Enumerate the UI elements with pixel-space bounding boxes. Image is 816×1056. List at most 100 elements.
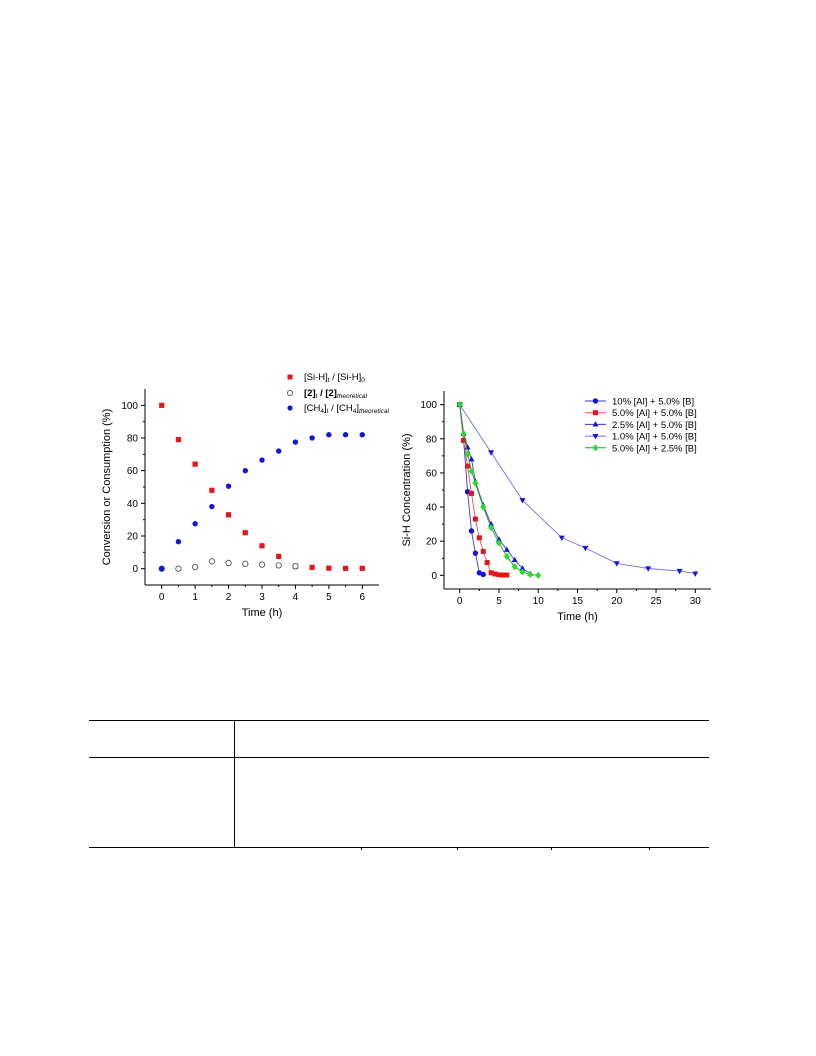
data-point	[465, 463, 471, 469]
legend-label: 2.5% [Al] + 5.0% [B]	[612, 420, 697, 431]
chart-sih-concentration-vs-time: 0 5 10 15 20 25 30 0 20 40 60 80 100 Time (h) Si-H Con…	[401, 391, 711, 623]
data-point	[645, 566, 652, 572]
data-point	[259, 543, 265, 549]
legend: 10% [Al] + 5.0% [B]5.0% [Al] + 5.0% [B]2…	[585, 397, 697, 454]
data-point	[159, 402, 165, 408]
legend-label-part: 4	[353, 408, 357, 415]
y-tick-label: 20	[426, 537, 438, 548]
data-point	[192, 461, 198, 467]
data-point	[500, 572, 506, 578]
legend-marker	[286, 389, 294, 397]
x-tick-label: 10	[533, 596, 545, 607]
x-tick-label: 25	[650, 596, 662, 607]
legend-marker	[592, 398, 599, 404]
data-point	[225, 559, 232, 567]
y-tick-label: 100	[420, 400, 437, 411]
legend-label-part: [CH	[304, 403, 321, 414]
data-point	[480, 571, 486, 578]
data-point	[242, 560, 249, 567]
x-axis-label: Time (h)	[557, 611, 598, 623]
y-tick-label: 20	[127, 532, 139, 543]
x-tick-label: 3	[259, 592, 265, 603]
y-axis-label: Conversion or Consumption (%)	[101, 409, 113, 566]
y-axis-label: Si-H Concentration (%)	[401, 433, 413, 546]
data-point	[511, 563, 518, 571]
data-point	[503, 546, 510, 552]
data-point	[558, 535, 565, 542]
legend-label-part: theoretical	[359, 408, 390, 415]
data-point	[464, 489, 471, 495]
data-series	[457, 402, 510, 578]
x-tick-label: 1	[192, 592, 198, 603]
data-series	[159, 402, 365, 571]
table-column-stub	[649, 847, 650, 850]
y-tick-label: 40	[127, 499, 139, 510]
data-point	[326, 565, 332, 571]
data-point	[468, 528, 475, 534]
data-point	[359, 432, 365, 438]
data-point	[309, 564, 315, 570]
data-point	[276, 553, 282, 560]
data-point	[225, 512, 232, 518]
legend-label-part: t	[328, 377, 330, 384]
y-tick-label: 60	[127, 466, 139, 477]
table-bottom-rule	[89, 847, 709, 848]
legend-label: [Si-H]t / [Si-H]0	[304, 372, 365, 384]
data-point	[259, 457, 265, 463]
data-point	[359, 565, 365, 571]
data-point	[326, 432, 332, 438]
x-tick-label: 5	[496, 596, 502, 607]
data-point	[511, 556, 518, 563]
legend-label-part: theoretical	[337, 393, 368, 400]
data-point	[676, 568, 683, 575]
legend-label: [CH4]t / [CH4]theoretical	[304, 403, 390, 415]
data-point	[488, 524, 495, 532]
data-point	[292, 439, 299, 445]
table-header-rule	[89, 757, 709, 758]
data-series	[456, 401, 534, 576]
y-tick-label: 40	[426, 503, 438, 514]
data-point	[492, 571, 498, 577]
data-point	[692, 571, 699, 577]
data-point	[480, 503, 487, 511]
data-point	[519, 498, 526, 504]
data-point	[472, 516, 478, 522]
table-column-stub	[457, 847, 458, 850]
y-tick-label: 0	[431, 571, 437, 582]
y-tick-label: 80	[426, 434, 438, 445]
data-point	[535, 571, 542, 579]
legend-label-part: ]	[356, 403, 359, 414]
x-tick-label: 6	[360, 592, 366, 603]
data-point	[456, 401, 463, 409]
x-tick-label: 5	[326, 592, 332, 603]
data-point	[342, 432, 349, 438]
legend-label: 1.0% [Al] + 5.0% [B]	[612, 432, 697, 443]
data-point	[242, 530, 248, 536]
table-column-divider	[234, 720, 235, 848]
data-point	[468, 490, 474, 496]
data-point	[208, 558, 216, 565]
data-point	[460, 430, 467, 438]
data-point	[191, 563, 199, 571]
data-point	[242, 467, 248, 474]
table-column-stub	[361, 847, 362, 850]
legend-label-part: [Si-H]	[304, 372, 328, 383]
legend-marker	[592, 433, 599, 440]
data-point	[613, 561, 620, 567]
table-top-rule	[89, 720, 709, 721]
data-point	[309, 435, 315, 441]
data-point	[464, 450, 471, 458]
y-tick-label: 100	[121, 401, 138, 412]
x-tick-label: 15	[572, 596, 584, 607]
legend-label-part: / [CH	[328, 403, 352, 414]
series-line	[459, 404, 539, 576]
legend-label: 5.0% [Al] + 5.0% [B]	[612, 408, 697, 419]
data-point	[504, 572, 510, 578]
y-tick-label: 60	[426, 468, 438, 479]
data-point	[476, 535, 482, 541]
data-point	[519, 568, 526, 576]
legend-marker	[287, 374, 293, 380]
legend-label-part: t	[316, 393, 318, 400]
legend-label-part: ]	[324, 403, 327, 414]
legend-marker	[592, 444, 599, 452]
